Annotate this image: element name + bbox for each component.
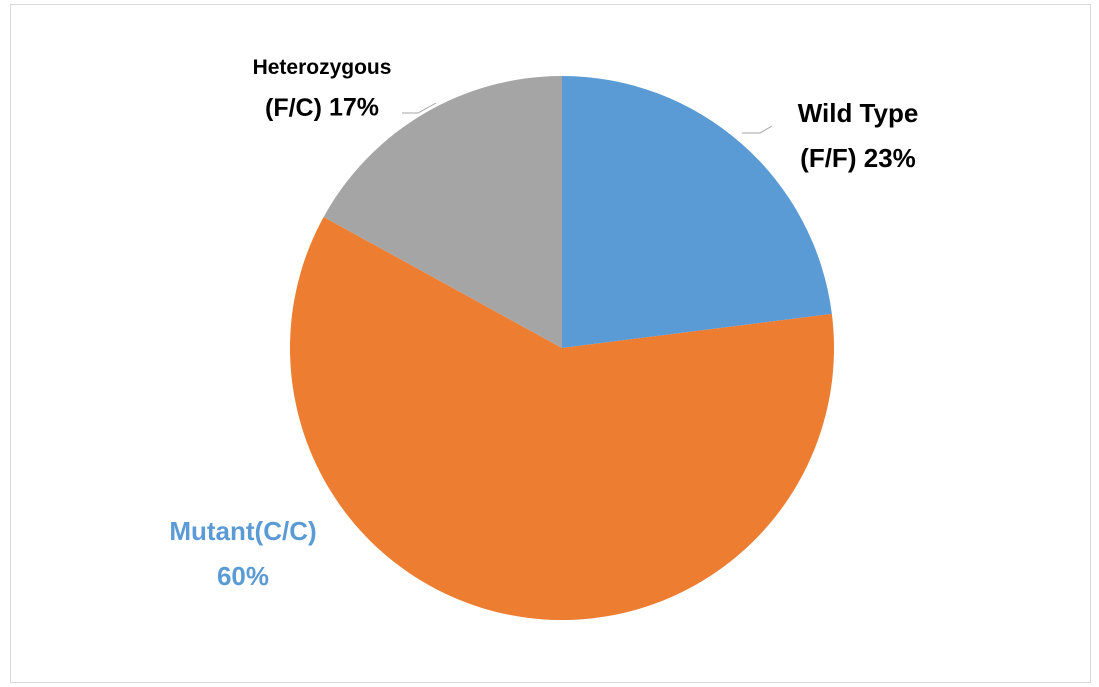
leader-line (402, 102, 437, 114)
pie-slice (290, 216, 834, 621)
category-line: Mutant(C/C) (169, 516, 316, 546)
pie-slice (323, 76, 562, 348)
data-label: 17% (329, 94, 379, 122)
data-label: 60% (217, 561, 269, 591)
category-line: Heterozygous (253, 56, 392, 79)
category-label: Mutant(C/C) (169, 516, 316, 546)
data-label: 23% (864, 143, 916, 173)
category-line: (F/F) (800, 143, 856, 173)
category-line: (F/C) (265, 94, 322, 122)
category-label: Wild Type (F/F) (798, 98, 919, 173)
category-label: Heterozygous (F/C) (253, 56, 392, 122)
labels: Wild Type (F/F) 23% Mutant(C/C) 60% Heterozyg… (169, 56, 918, 591)
pie (290, 76, 834, 621)
leader-line (742, 125, 773, 134)
category-line: Wild Type (798, 98, 919, 128)
pie-slice (562, 76, 832, 348)
